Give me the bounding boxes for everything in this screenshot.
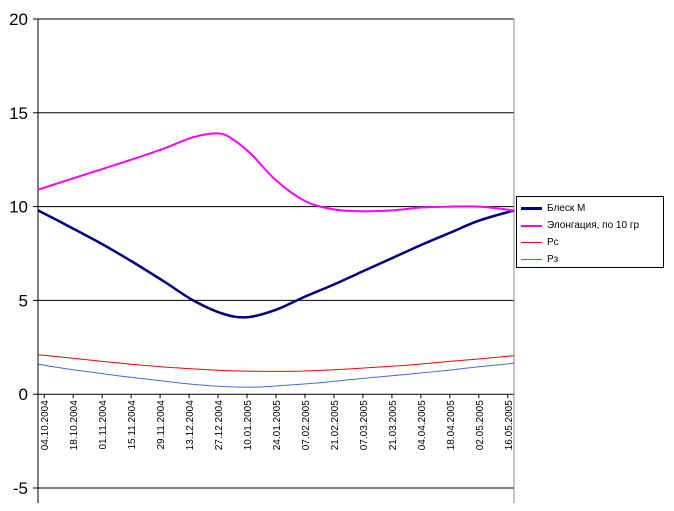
- legend-item: Рз: [521, 251, 663, 268]
- y-tick-label: 0: [19, 385, 28, 404]
- x-tick-label: 21.02.2005: [330, 400, 341, 450]
- legend: Блеск M Элонгация, по 10 гр Рс Рз: [516, 196, 664, 268]
- x-tick-label: 15.11.2004: [127, 400, 138, 450]
- x-tick-labels: 04.10.2004 18.10.2004 01.11.2004 15.11.2004…: [40, 400, 515, 450]
- x-tick-label: 18.04.2005: [446, 400, 457, 450]
- x-tick-label: 04.10.2004: [40, 400, 51, 450]
- y-tick-label: 10: [9, 198, 28, 217]
- x-tick-label: 04.04.2005: [417, 400, 428, 450]
- series-line-2: [37, 132, 515, 213]
- legend-swatch: [521, 242, 542, 243]
- series-line-4: [37, 362, 515, 388]
- series-line-3: [37, 354, 515, 372]
- y-tick-label: 5: [19, 291, 28, 310]
- x-tick-label: 07.02.2005: [301, 400, 312, 450]
- x-tick-label: 01.11.2004: [98, 400, 109, 450]
- axes: [33, 18, 515, 503]
- legend-item: Элонгация, по 10 гр: [521, 217, 663, 234]
- y-tick-label: 20: [9, 10, 28, 29]
- legend-label: Рс: [547, 237, 559, 248]
- series-lines: [37, 132, 515, 388]
- x-tick-label: 24.01.2005: [272, 400, 283, 450]
- x-tick-label: 02.05.2005: [475, 400, 486, 450]
- x-tick-label: 29.11.2004: [156, 400, 167, 450]
- legend-item: Рс: [521, 234, 663, 251]
- legend-label: Рз: [547, 254, 559, 265]
- x-tick-label: 16.05.2005: [504, 400, 515, 450]
- y-tick-label: -5: [13, 479, 28, 498]
- x-tick-label: 18.10.2004: [69, 400, 80, 450]
- x-tick-label: 21.03.2005: [388, 400, 399, 450]
- y-tick-label: 15: [9, 104, 28, 123]
- x-tick-label: 13.12.2004: [185, 400, 196, 450]
- legend-swatch: [521, 224, 542, 227]
- legend-swatch: [521, 207, 542, 210]
- series-line-1: [37, 209, 515, 319]
- legend-label: Элонгация, по 10 гр: [547, 220, 640, 231]
- x-tick-label: 07.03.2005: [359, 400, 370, 450]
- x-tick-label: 10.01.2005: [243, 400, 254, 450]
- y-tick-labels: -5 0 5 10 15 20: [9, 10, 28, 498]
- legend-swatch: [521, 259, 542, 260]
- legend-label: Блеск M: [547, 203, 586, 214]
- x-tick-label: 27.12.2004: [214, 400, 225, 450]
- legend-item: Блеск M: [521, 200, 663, 217]
- gridlines: [38, 18, 514, 489]
